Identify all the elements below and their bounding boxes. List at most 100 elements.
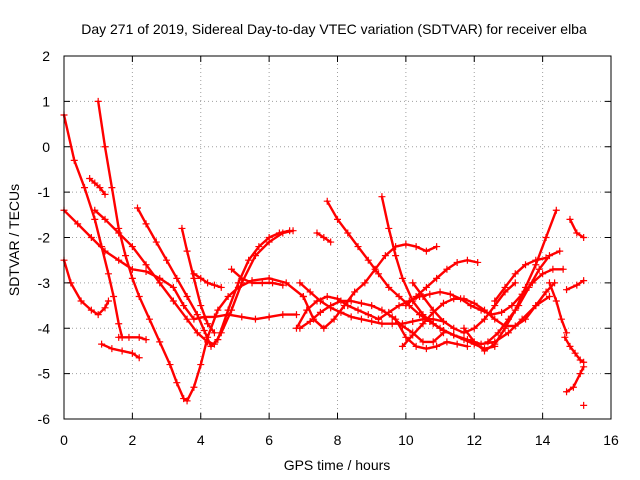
data-point xyxy=(214,306,222,314)
data-point xyxy=(354,306,362,314)
data-point xyxy=(436,288,444,296)
data-point xyxy=(96,184,104,192)
data-point xyxy=(134,204,142,212)
data-point xyxy=(118,347,126,355)
data-point xyxy=(511,279,519,287)
data-point xyxy=(183,292,191,300)
data-point xyxy=(108,345,116,353)
data-point xyxy=(258,279,266,287)
series-11 xyxy=(190,270,225,291)
series-trace xyxy=(548,281,568,334)
y-tick-label: 1 xyxy=(42,93,50,109)
data-point xyxy=(398,274,406,282)
data-point xyxy=(101,215,109,223)
data-point xyxy=(498,308,506,316)
data-point xyxy=(460,336,468,344)
data-point xyxy=(115,256,123,264)
data-point xyxy=(580,363,588,371)
data-point xyxy=(542,234,550,241)
data-point xyxy=(135,354,143,362)
series-trace xyxy=(62,209,298,321)
data-point xyxy=(190,270,198,278)
data-point xyxy=(419,320,427,328)
data-point xyxy=(443,265,451,273)
data-point xyxy=(115,229,123,237)
data-point xyxy=(419,311,427,319)
data-point xyxy=(573,229,581,237)
series-21 xyxy=(392,315,471,353)
data-point xyxy=(409,317,417,325)
data-point xyxy=(101,190,109,198)
data-point xyxy=(522,315,530,323)
series-27 xyxy=(491,254,550,305)
data-point xyxy=(504,315,512,323)
data-point xyxy=(190,383,198,391)
data-point xyxy=(351,288,359,296)
data-point xyxy=(248,279,256,287)
data-point xyxy=(142,261,150,269)
data-point xyxy=(426,290,434,298)
series-7 xyxy=(98,340,143,362)
data-point xyxy=(364,311,372,319)
data-point xyxy=(563,388,571,396)
data-point xyxy=(320,324,328,332)
data-point xyxy=(412,292,420,300)
data-point xyxy=(228,265,236,273)
data-point xyxy=(292,324,300,332)
data-point xyxy=(559,265,567,273)
data-point xyxy=(422,247,430,255)
y-tick-label: 0 xyxy=(42,139,50,155)
data-point xyxy=(491,297,499,305)
data-point xyxy=(296,279,304,287)
data-point xyxy=(357,315,365,323)
data-point xyxy=(508,302,516,310)
data-point xyxy=(443,338,451,346)
x-tick-label: 0 xyxy=(60,432,68,448)
data-point xyxy=(197,302,205,310)
data-point xyxy=(563,329,571,337)
series-trace xyxy=(401,281,556,348)
data-point xyxy=(313,297,321,305)
data-point xyxy=(385,308,393,316)
data-point xyxy=(125,333,133,341)
data-point xyxy=(173,274,181,282)
data-point xyxy=(190,315,198,323)
data-point xyxy=(214,336,222,344)
data-point xyxy=(545,279,553,287)
data-point xyxy=(395,292,403,300)
y-tick-label: 2 xyxy=(42,48,50,64)
data-point xyxy=(101,304,109,312)
data-point xyxy=(364,256,372,264)
data-point xyxy=(450,324,458,332)
data-point xyxy=(375,270,383,278)
data-point xyxy=(368,317,376,325)
data-point xyxy=(450,331,458,339)
series-13 xyxy=(299,240,441,332)
data-point xyxy=(323,292,331,300)
data-point xyxy=(576,370,584,378)
grid-lines xyxy=(64,56,611,419)
data-point xyxy=(402,302,410,310)
data-point xyxy=(378,320,386,328)
data-point xyxy=(439,317,447,325)
x-tick-labels: 0 2 4 6 8 10 12 14 16 xyxy=(60,432,619,448)
series-trace xyxy=(180,227,216,334)
data-point xyxy=(375,315,383,323)
data-point xyxy=(200,327,208,335)
series-20 xyxy=(375,265,567,323)
data-point xyxy=(481,306,489,314)
data-point xyxy=(91,215,99,223)
series-trace xyxy=(88,177,107,196)
series-trace xyxy=(565,365,585,393)
x-tick-label: 12 xyxy=(466,432,482,448)
data-point xyxy=(204,320,212,328)
data-point xyxy=(344,302,352,310)
data-point xyxy=(104,270,112,278)
y-tick-label: -2 xyxy=(38,230,51,246)
data-point xyxy=(135,333,143,341)
data-point xyxy=(422,283,430,291)
data-point xyxy=(163,256,171,264)
data-point xyxy=(156,279,164,287)
data-point xyxy=(251,315,259,323)
data-point xyxy=(183,247,191,255)
